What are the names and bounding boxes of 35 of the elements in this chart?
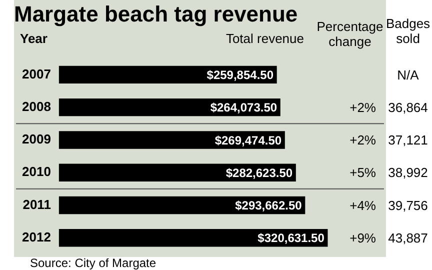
text: 36,864 xyxy=(388,100,428,115)
data-label: $293,662.50 xyxy=(235,198,302,213)
text: 39,756 xyxy=(388,198,428,213)
data-label: $269,474.50 xyxy=(214,133,282,148)
bar xyxy=(58,66,277,84)
bar xyxy=(58,164,296,182)
y-tick-label: 2010 xyxy=(22,164,51,180)
y-tick-label: 2012 xyxy=(22,229,51,244)
text: +2% xyxy=(350,132,376,148)
text: +5% xyxy=(350,165,376,180)
data-label: $264,073.50 xyxy=(210,100,278,115)
text: N/A xyxy=(397,67,420,82)
chart-title: Margate beach tag revenue xyxy=(14,1,298,26)
text: 38,992 xyxy=(388,165,428,180)
text: Badges sold xyxy=(386,16,431,46)
text: 43,887 xyxy=(388,230,428,246)
data-label: $282,623.50 xyxy=(226,166,293,180)
source-note: Source: City of Margate xyxy=(30,256,156,270)
text: Total revenue xyxy=(226,31,304,46)
y-tick-label: 2011 xyxy=(22,196,51,212)
y-tick-label: 2009 xyxy=(22,132,51,147)
text: +2% xyxy=(350,100,376,115)
text: +9% xyxy=(350,230,376,246)
text: Percentage change xyxy=(316,19,384,49)
bar xyxy=(58,131,285,149)
bar xyxy=(58,229,328,247)
data-label: $320,631.50 xyxy=(258,231,325,246)
bar xyxy=(58,196,306,214)
y-tick-label: 2008 xyxy=(22,98,51,114)
text: Year xyxy=(20,31,48,46)
y-tick-label: 2007 xyxy=(22,66,51,82)
data-label: $259,854.50 xyxy=(206,68,274,82)
bar xyxy=(58,98,280,116)
text: 37,121 xyxy=(388,132,428,148)
text: +4% xyxy=(350,198,376,213)
